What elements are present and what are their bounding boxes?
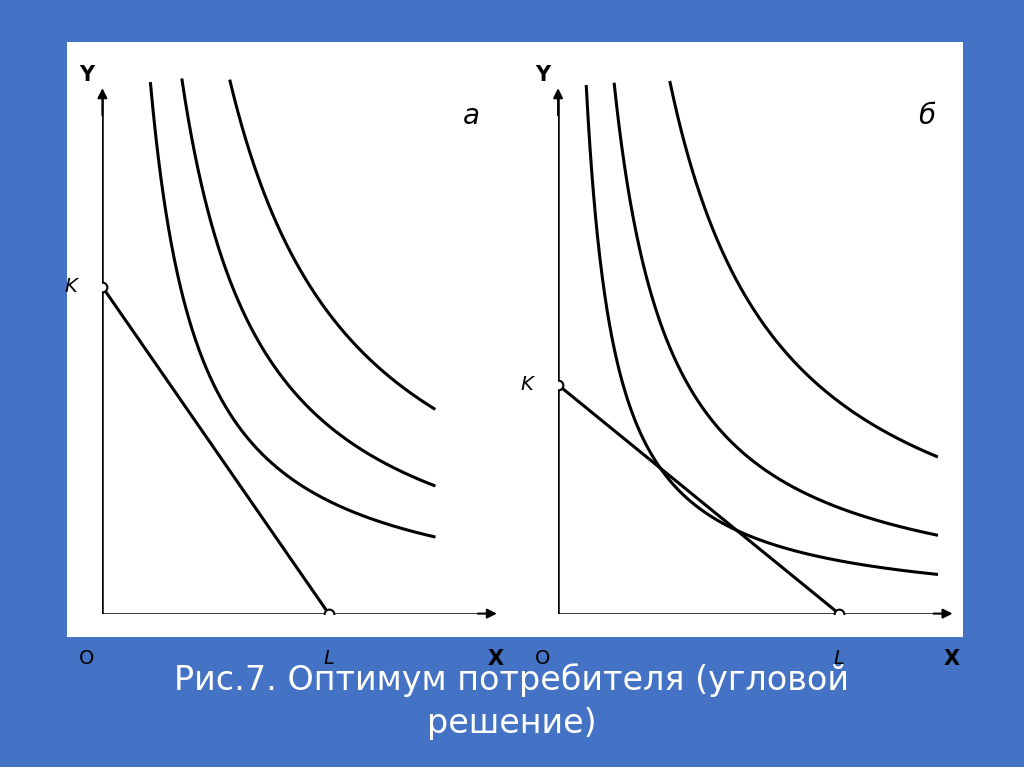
Text: O: O [535,649,550,668]
Text: X: X [487,649,504,669]
Text: б: б [919,102,935,130]
Text: O: O [79,649,94,668]
Text: Y: Y [535,65,550,85]
Text: K: K [65,278,77,296]
Text: X: X [943,649,959,669]
Text: K: K [520,375,532,394]
Text: L: L [834,649,845,668]
Text: L: L [324,649,334,668]
Text: Рис.7. Оптимум потребителя (угловой
решение): Рис.7. Оптимум потребителя (угловой реше… [174,663,850,740]
Text: Y: Y [79,65,94,85]
Text: а: а [463,102,479,130]
